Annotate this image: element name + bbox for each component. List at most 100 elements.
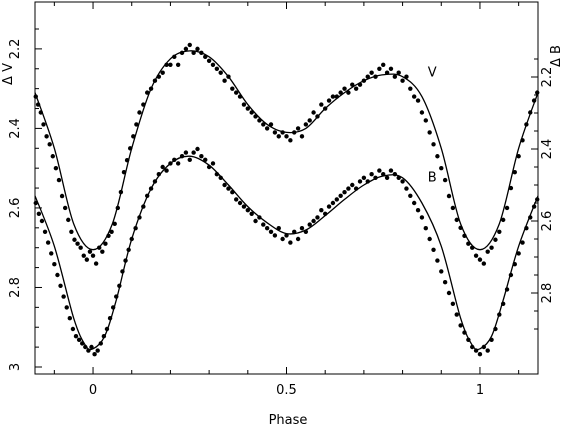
data-point-b <box>52 262 57 267</box>
data-point-b <box>137 215 142 220</box>
data-point-v <box>187 42 192 48</box>
data-point-b <box>446 290 452 296</box>
data-point-b <box>76 337 82 342</box>
data-point-b <box>67 316 73 321</box>
data-point-v <box>156 74 162 79</box>
data-point-v <box>415 98 421 103</box>
data-point-b <box>423 226 428 231</box>
data-point-b <box>179 154 185 159</box>
data-point-b <box>295 236 301 242</box>
data-point-b <box>45 240 51 245</box>
data-point-b <box>404 186 409 191</box>
x-tick-label: 1 <box>476 383 484 398</box>
data-point-v <box>470 245 475 250</box>
data-point-v <box>454 217 459 223</box>
data-point-b <box>55 272 60 278</box>
data-point-v <box>388 66 394 71</box>
data-point-v <box>524 122 529 127</box>
data-point-v <box>373 74 378 79</box>
data-point-b <box>384 175 390 180</box>
data-point-b <box>164 168 169 173</box>
data-point-b <box>191 150 196 155</box>
data-point-v <box>131 134 136 139</box>
data-point-b <box>107 316 113 321</box>
data-point-b <box>276 226 281 231</box>
data-point-v <box>191 50 196 56</box>
data-point-v <box>103 241 108 246</box>
data-point-v <box>118 189 124 195</box>
data-point-b <box>126 247 131 252</box>
data-point-v <box>93 261 99 266</box>
data-point-b <box>319 208 324 213</box>
data-point-v <box>245 106 251 111</box>
data-point-b <box>489 337 494 342</box>
data-point-b <box>160 164 165 170</box>
data-point-b <box>528 215 533 220</box>
data-point-v <box>531 98 537 103</box>
data-point-b <box>70 326 76 332</box>
data-point-b <box>222 182 227 188</box>
data-point-v <box>59 193 65 199</box>
data-point-b <box>264 226 270 231</box>
data-point-b <box>284 233 289 238</box>
data-point-b <box>288 240 293 245</box>
data-point-v <box>183 46 189 52</box>
data-point-v <box>75 241 80 246</box>
data-point-v <box>326 98 332 103</box>
data-point-v <box>512 169 517 175</box>
y-left-tick-label: 2.6 <box>8 198 23 219</box>
data-point-v <box>462 233 467 238</box>
series-label-v: V <box>428 66 437 81</box>
data-point-b <box>292 229 297 234</box>
data-point-v <box>121 169 127 175</box>
data-point-v <box>214 66 220 71</box>
data-point-b <box>353 186 359 191</box>
data-point-v <box>69 229 74 234</box>
data-point-b <box>253 218 258 224</box>
data-point-v <box>152 78 158 83</box>
series-label-b: B <box>428 170 437 185</box>
data-point-b <box>89 344 94 350</box>
data-point-b <box>117 283 122 288</box>
data-point-v <box>427 130 432 135</box>
data-point-v <box>237 94 243 99</box>
data-point-b <box>33 200 38 206</box>
data-point-b <box>39 218 45 224</box>
data-point-b <box>64 305 69 310</box>
data-point-b <box>473 348 479 353</box>
data-point-b <box>280 236 285 242</box>
data-point-b <box>210 161 216 166</box>
data-point-b <box>245 208 251 213</box>
data-point-b <box>152 179 158 184</box>
data-point-v <box>299 134 305 139</box>
data-point-v <box>87 249 93 254</box>
data-point-b <box>531 204 537 209</box>
data-point-b <box>427 236 432 242</box>
data-point-v <box>435 154 440 159</box>
data-point-b <box>493 326 498 332</box>
data-point-v <box>295 126 301 131</box>
plot-frame <box>34 1 539 375</box>
data-point-v <box>392 74 398 79</box>
data-point-b <box>396 175 401 180</box>
data-point-v <box>477 257 483 262</box>
data-point-v <box>520 138 525 143</box>
data-point-v <box>137 110 142 115</box>
data-point-b <box>133 226 138 231</box>
data-point-b <box>299 226 305 231</box>
data-point-b <box>500 301 506 306</box>
data-point-v <box>439 165 444 171</box>
data-point-b <box>477 352 483 357</box>
data-point-v <box>292 130 297 135</box>
data-point-v <box>508 185 514 191</box>
data-point-v <box>466 241 471 246</box>
data-point-v <box>160 70 165 75</box>
data-point-v <box>303 122 309 127</box>
y-left-tick-label: 3 <box>8 363 23 371</box>
data-point-b <box>83 344 88 350</box>
data-point-v <box>404 74 409 79</box>
data-point-b <box>419 215 425 220</box>
data-point-v <box>164 62 169 67</box>
y-left-tick-label: 2.4 <box>8 118 23 139</box>
data-point-v <box>311 110 316 115</box>
